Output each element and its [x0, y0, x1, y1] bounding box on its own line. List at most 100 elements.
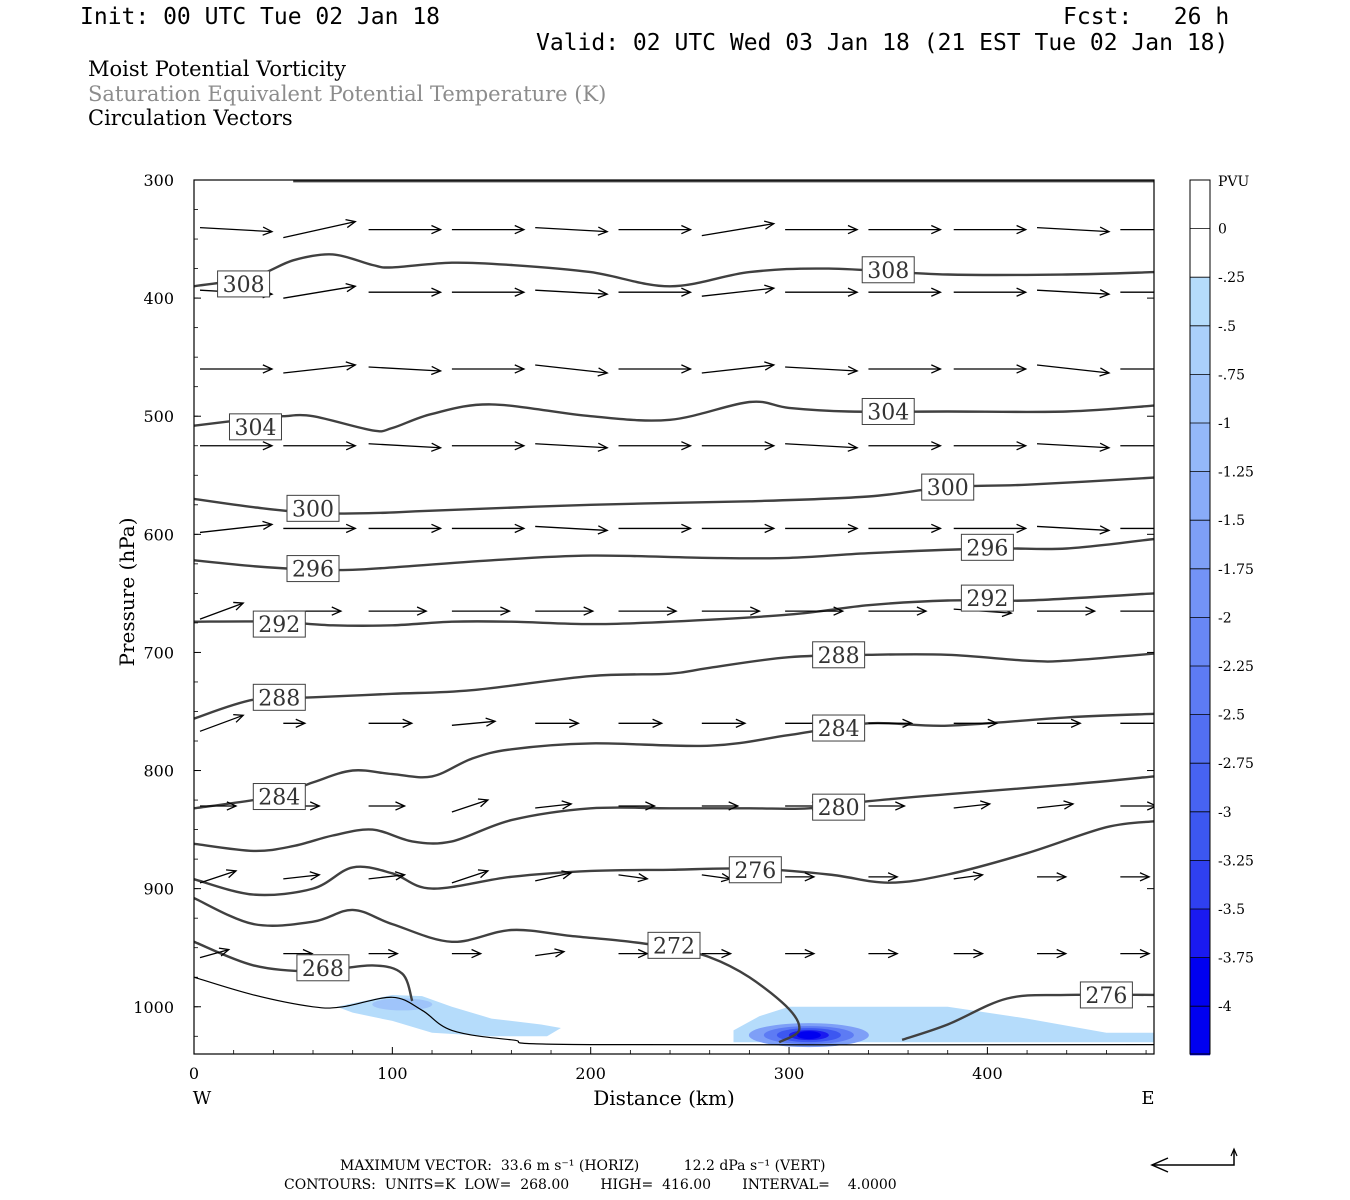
- colorbar-label: -.5: [1218, 319, 1236, 335]
- circulation-vector: [785, 365, 859, 376]
- valid-time-label: Valid: 02 UTC Wed 03 Jan 18 (21 EST Tue …: [536, 30, 1229, 56]
- circulation-vector: [451, 869, 490, 884]
- circulation-vector: [701, 523, 776, 534]
- circulation-vector: [1120, 948, 1151, 959]
- contour-280: [194, 775, 1154, 853]
- circulation-vector: [953, 441, 1028, 451]
- plot-frame: [193, 179, 1155, 1055]
- circulation-vector: [618, 872, 649, 883]
- circulation-vector: [368, 801, 407, 811]
- circulation-vector: [1037, 948, 1068, 959]
- circulation-vector: [618, 441, 693, 451]
- circulation-vector: [283, 283, 357, 299]
- y-tick-label: 500: [143, 407, 174, 426]
- circulation-vector: [283, 871, 321, 881]
- circulation-vector: [618, 287, 693, 297]
- contour-label-296: 296: [960, 533, 1014, 561]
- circulation-vector: [1036, 226, 1111, 236]
- y-tick-label: 400: [143, 289, 174, 308]
- circulation-vector: [199, 601, 245, 620]
- circulation-vector: [368, 718, 414, 728]
- circulation-vector: [283, 523, 357, 534]
- west-label: W: [193, 1088, 212, 1109]
- colorbar-label: -3.5: [1218, 902, 1245, 918]
- circulation-vector: [618, 801, 657, 811]
- circulation-vector: [1036, 364, 1111, 377]
- colorbar-swatch: [1190, 423, 1210, 473]
- circulation-vector: [368, 948, 399, 959]
- circulation-vector: [701, 441, 776, 451]
- circulation-vector: [535, 948, 566, 958]
- circulation-vector: [368, 224, 443, 235]
- colorbar-swatch: [1190, 1006, 1210, 1056]
- circulation-vector: [1037, 872, 1068, 882]
- colorbar-swatch: [1190, 374, 1210, 424]
- colorbar-swatch: [1190, 471, 1210, 521]
- y-tick-label: 700: [143, 643, 174, 662]
- circulation-vector: [868, 441, 943, 451]
- circulation-vector: [1120, 527, 1154, 530]
- circulation-vector: [535, 870, 573, 882]
- circulation-vector: [618, 364, 693, 374]
- y-tick-label: 300: [143, 171, 174, 190]
- circulation-vector: [868, 224, 943, 235]
- circulation-vector: [199, 520, 274, 534]
- contour-label-text: 300: [927, 476, 969, 501]
- circulation-vector: [1036, 525, 1111, 535]
- contour-label-288: 288: [252, 683, 306, 711]
- contour-label-layer: 268 272 276 276 280 284 284 288 288 292 292 296 296 3…: [217, 256, 1133, 1009]
- y-tick-label: 800: [143, 762, 174, 781]
- contour-label-280: 280: [812, 793, 866, 821]
- x-tick-label: 200: [575, 1064, 606, 1083]
- colorbar-title: PVU: [1218, 174, 1250, 190]
- circulation-vector: [535, 525, 609, 535]
- contour-label-text: 292: [966, 587, 1008, 612]
- circulation-vector: [199, 226, 274, 236]
- contour-label-284: 284: [812, 714, 866, 742]
- colorbar-swatch: [1190, 228, 1210, 278]
- contour-label-text: 296: [966, 536, 1008, 561]
- circulation-vector: [953, 800, 992, 810]
- contour-label-272: 272: [647, 931, 701, 959]
- contour-label-text: 288: [818, 644, 860, 669]
- contour-288: [194, 652, 1154, 720]
- circulation-vector: [451, 948, 483, 959]
- x-tick-label: 300: [774, 1064, 805, 1083]
- max-vector-note: MAXIMUM VECTOR: 33.6 m s⁻¹ (HORIZ) 12.2 …: [340, 1158, 826, 1174]
- contour-label-text: 304: [234, 416, 276, 441]
- y-tick-label: 900: [143, 880, 174, 899]
- circulation-vector: [618, 224, 693, 235]
- pv-shading-layer: [336, 994, 1154, 1048]
- circulation-vector: [451, 798, 490, 813]
- circulation-vector: [953, 364, 1028, 374]
- colorbar-swatch: [1190, 811, 1210, 861]
- circulation-vector: [868, 523, 943, 534]
- contour-276: [194, 820, 1154, 897]
- colorbar-swatch: [1190, 568, 1210, 618]
- colorbar-swatch: [1190, 520, 1210, 570]
- circulation-vector: [451, 364, 526, 374]
- colorbar-swatch: [1190, 714, 1210, 764]
- colorbar-swatch: [1190, 860, 1210, 910]
- circulation-vector: [868, 948, 899, 959]
- field-title-pv: Moist Potential Vorticity: [88, 57, 346, 81]
- axes-layer: 300 400 500 600 700 800 900 1000 0 100 200 300 400 W E…: [115, 171, 1155, 1110]
- circulation-vector: [535, 800, 573, 810]
- circulation-vector: [1120, 445, 1154, 447]
- terrain-layer: [193, 976, 1155, 1046]
- circulation-vector: [200, 364, 274, 374]
- circulation-vector: [701, 948, 733, 959]
- circulation-vector: [618, 948, 649, 959]
- circulation-vector: [199, 947, 231, 959]
- colorbar-label: -.25: [1218, 270, 1245, 286]
- circulation-vector: [785, 872, 816, 882]
- contour-label-text: 268: [302, 957, 344, 982]
- circulation-vector: [1036, 289, 1111, 299]
- contour-label-276: 276: [1079, 981, 1133, 1009]
- contour-label-text: 292: [258, 613, 300, 638]
- colorbar-label: -2: [1218, 610, 1232, 626]
- circulation-vector: [1036, 442, 1111, 452]
- circulation-vector: [953, 287, 1028, 297]
- colorbar-swatch: [1190, 763, 1210, 813]
